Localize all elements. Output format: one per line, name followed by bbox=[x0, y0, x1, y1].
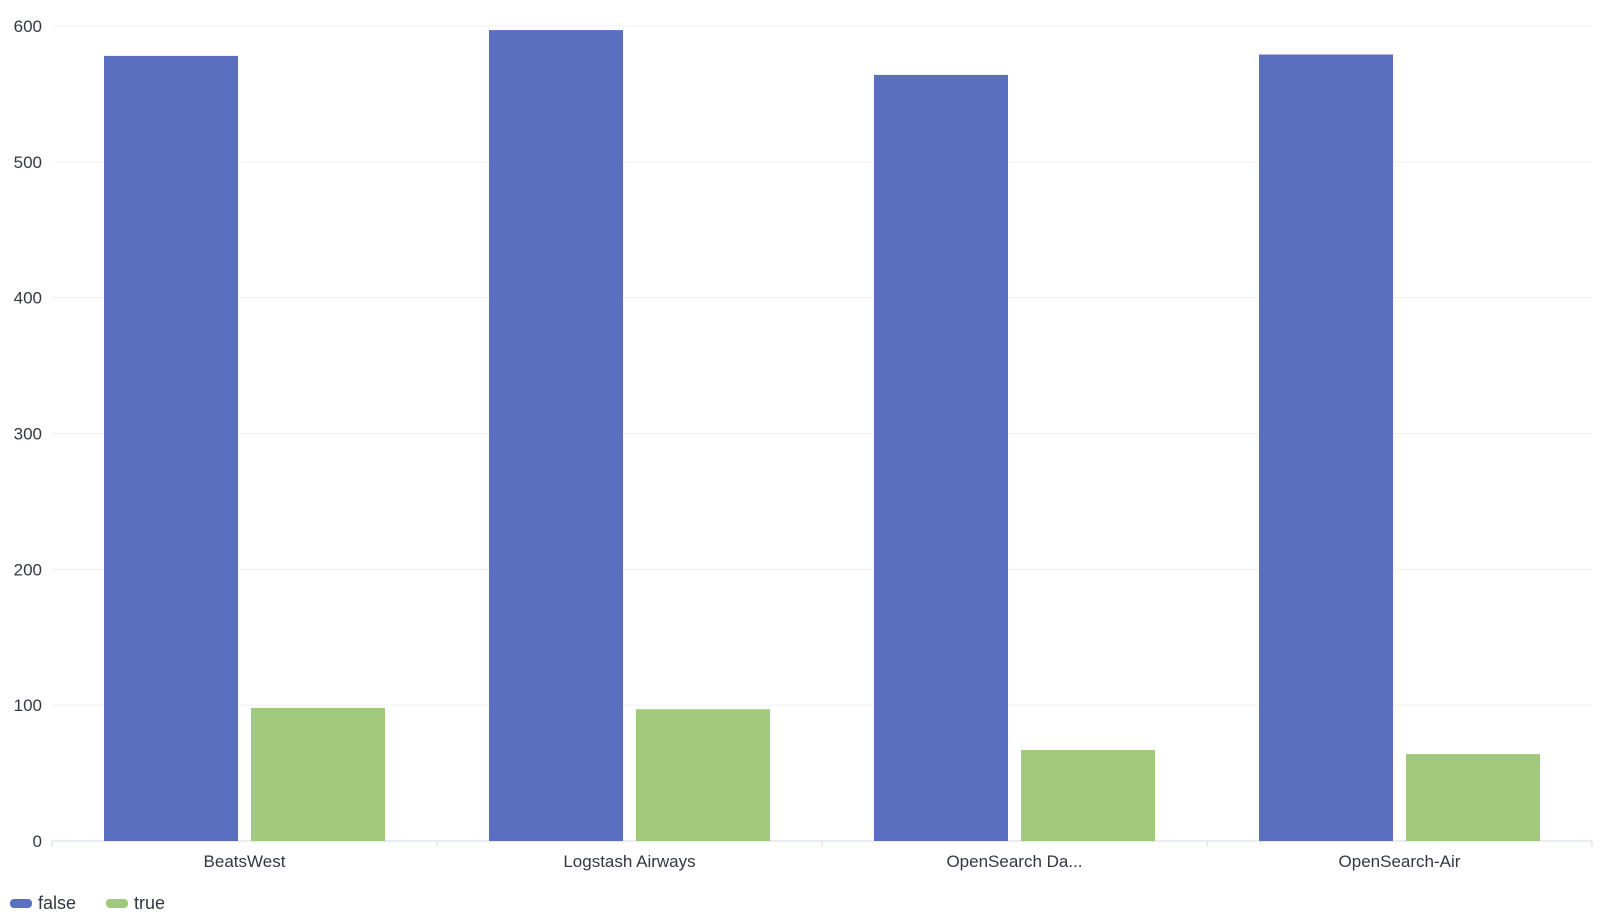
bar-true-2[interactable] bbox=[1021, 749, 1155, 841]
legend-swatch-false bbox=[10, 899, 32, 908]
x-tick-label: Logstash Airways bbox=[563, 852, 695, 871]
legend: false true bbox=[10, 893, 195, 914]
x-axis: BeatsWest Logstash Airways OpenSearch Da..… bbox=[51, 841, 1593, 871]
bar-false-2[interactable] bbox=[874, 74, 1008, 841]
legend-label-false: false bbox=[38, 893, 77, 913]
y-tick-label: 200 bbox=[14, 560, 42, 579]
x-tick-label: OpenSearch-Air bbox=[1339, 852, 1461, 871]
bars bbox=[104, 30, 1540, 841]
y-tick-label: 600 bbox=[14, 17, 42, 36]
bar-true-0[interactable] bbox=[251, 707, 385, 841]
y-tick-label: 500 bbox=[14, 153, 42, 172]
legend-item-false[interactable]: false bbox=[10, 893, 76, 914]
x-tick-label: BeatsWest bbox=[204, 852, 286, 871]
legend-swatch-true bbox=[106, 899, 129, 908]
bar-true-3[interactable] bbox=[1406, 754, 1540, 841]
y-tick-label: 100 bbox=[14, 696, 42, 715]
bar-true-1[interactable] bbox=[636, 709, 770, 841]
y-tick-label: 300 bbox=[14, 425, 42, 444]
y-tick-label: 0 bbox=[33, 832, 42, 851]
y-axis-ticks: 0 100 200 300 400 500 600 bbox=[14, 17, 42, 851]
grid-lines bbox=[52, 25, 1592, 842]
y-tick-label: 400 bbox=[14, 289, 42, 308]
bar-false-0[interactable] bbox=[104, 55, 238, 841]
bar-false-3[interactable] bbox=[1259, 54, 1393, 841]
bar-false-1[interactable] bbox=[489, 30, 623, 841]
x-tick-label: OpenSearch Da... bbox=[946, 852, 1082, 871]
legend-item-true[interactable]: true bbox=[106, 893, 165, 914]
legend-label-true: true bbox=[134, 893, 166, 913]
